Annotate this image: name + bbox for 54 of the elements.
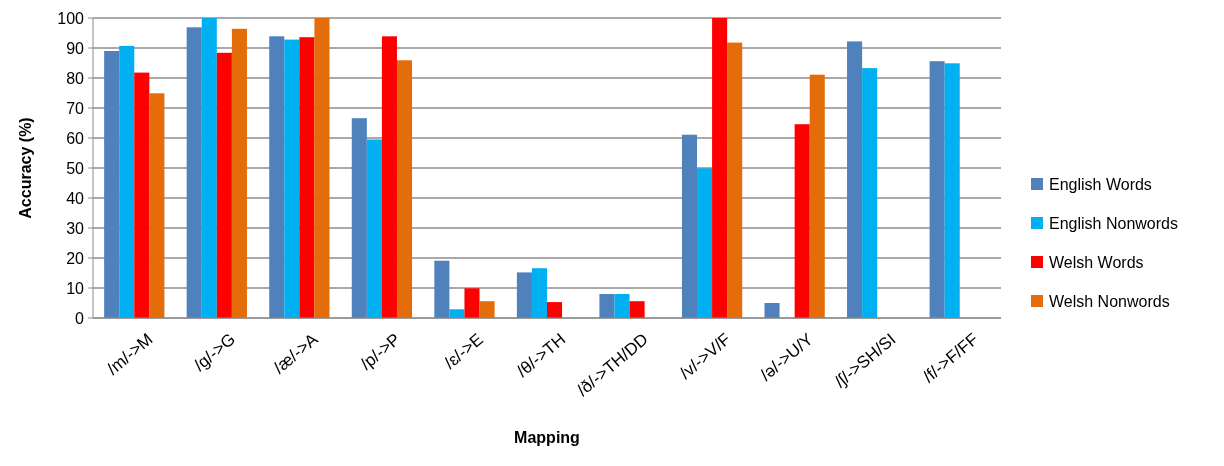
bar [434,260,450,318]
y-tick-label: 0 [75,309,85,327]
bar [351,118,367,318]
y-tick-label: 80 [66,69,85,87]
bar [381,36,397,318]
bar [862,68,878,318]
y-tick-label: 50 [66,159,85,177]
bar [119,45,135,318]
legend-label: Welsh Nonwords [1049,292,1170,310]
y-tick-label: 60 [66,129,85,147]
bar [231,28,247,318]
bar [929,61,945,318]
bar [464,288,480,318]
y-tick-label: 20 [66,249,85,267]
bar [516,272,532,318]
bar [396,60,413,318]
legend-label: English Words [1049,175,1152,193]
bar [547,302,563,318]
bar [314,18,330,318]
bar [201,18,217,318]
bar [449,309,465,318]
bar [764,303,780,318]
bar [186,27,202,318]
bar [629,301,645,318]
bar [712,18,728,318]
bar [366,139,382,318]
bar [299,37,315,318]
y-tick-label: 30 [66,219,85,237]
bar [134,72,150,318]
bar [944,63,960,318]
y-axis-title: Accuracy (%) [17,117,34,219]
bar [727,42,743,318]
bar [794,124,810,318]
y-tick-label: 10 [66,279,85,297]
y-tick-label: 100 [57,9,85,27]
bar [284,39,300,318]
legend-label: English Nonwords [1049,214,1178,232]
legend-label: Welsh Words [1049,253,1144,271]
y-tick-label: 70 [66,99,85,117]
y-tick-label: 40 [66,189,85,207]
bar [599,294,615,318]
x-axis-title: Mapping [514,429,580,446]
bar [681,134,698,318]
bar [269,36,285,318]
bar [847,41,863,318]
bar [809,74,825,318]
bar [104,51,120,318]
bar [216,52,232,318]
bar [614,294,630,318]
bar [531,268,547,318]
bar [149,93,165,318]
bar [697,168,713,318]
y-tick-label: 90 [66,39,85,57]
bar [479,301,495,318]
